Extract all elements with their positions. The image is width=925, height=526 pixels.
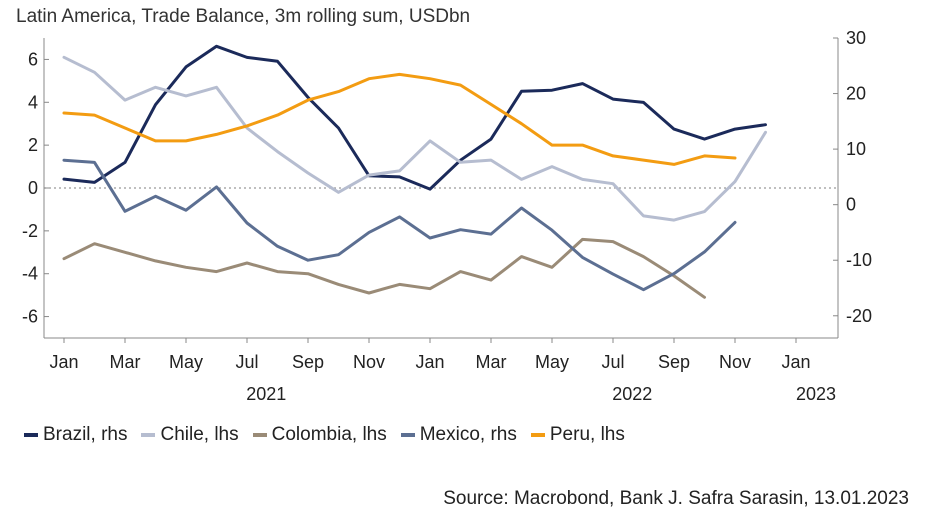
- left-axis-tick-label: 4: [28, 92, 38, 112]
- chart-title: Latin America, Trade Balance, 3m rolling…: [16, 6, 471, 27]
- legend-label-brazil: Brazil, rhs: [43, 424, 128, 445]
- right-axis-tick-label: -10: [846, 250, 872, 270]
- x-axis-month-label: Jan: [781, 352, 810, 372]
- series-line-colombia: [62, 237, 706, 299]
- left-axis-tick-label: 6: [28, 49, 38, 69]
- x-axis-month-label: Jul: [235, 352, 258, 372]
- series-line-brazil: [62, 44, 767, 191]
- right-axis-tick-label: 20: [846, 84, 866, 104]
- legend-item-colombia: Colombia, lhs: [252, 424, 387, 446]
- legend-label-chile: Chile, lhs: [160, 424, 239, 445]
- x-axis-month-label: Sep: [292, 352, 324, 372]
- left-axis-tick-label: -2: [22, 221, 38, 241]
- right-axis-tick-label: 30: [846, 28, 866, 48]
- x-axis-year-label: 2023: [796, 384, 836, 404]
- x-axis-year-label: 2021: [246, 384, 286, 404]
- legend-swatch-peru: [530, 433, 545, 437]
- right-axis-tick-label: -20: [846, 306, 872, 326]
- chart-legend: Brazil, rhs Chile, lhs Colombia, lhs Mex…: [24, 424, 625, 446]
- left-axis-tick-label: 2: [28, 135, 38, 155]
- legend-label-mexico: Mexico, rhs: [419, 424, 517, 445]
- left-axis-tick-label: -4: [22, 264, 38, 284]
- legend-item-brazil: Brazil, rhs: [24, 424, 127, 446]
- series-line-peru: [62, 72, 737, 166]
- x-axis-month-label: Mar: [110, 352, 141, 372]
- left-axis-tick-label: 0: [28, 178, 38, 198]
- left-axis-tick-label: -6: [22, 307, 38, 327]
- source-note: Source: Macrobond, Bank J. Safra Sarasin…: [443, 488, 909, 509]
- x-axis-month-label: Jul: [601, 352, 624, 372]
- legend-label-colombia: Colombia, lhs: [271, 424, 387, 445]
- legend-item-chile: Chile, lhs: [141, 424, 239, 446]
- x-axis-month-label: Sep: [658, 352, 690, 372]
- legend-swatch-brazil: [24, 433, 38, 437]
- x-axis-month-label: Jan: [49, 352, 78, 372]
- x-axis-month-label: Nov: [719, 352, 751, 372]
- legend-swatch-colombia: [252, 433, 267, 437]
- series-line-mexico: [62, 158, 737, 292]
- x-axis-month-label: Jan: [415, 352, 444, 372]
- series-line-chile: [62, 55, 767, 222]
- legend-label-peru: Peru, lhs: [549, 424, 625, 445]
- right-axis-tick-label: 0: [846, 195, 856, 215]
- legend-item-mexico: Mexico, rhs: [400, 424, 517, 446]
- x-axis-month-label: May: [169, 352, 203, 372]
- x-axis-month-label: Nov: [353, 352, 385, 372]
- legend-swatch-mexico: [400, 433, 415, 437]
- x-axis-month-label: May: [535, 352, 569, 372]
- legend-item-peru: Peru, lhs: [530, 424, 625, 446]
- x-axis-year-label: 2022: [612, 384, 652, 404]
- x-axis-month-label: Mar: [476, 352, 507, 372]
- legend-swatch-chile: [141, 433, 156, 437]
- right-axis-tick-label: 10: [846, 139, 866, 159]
